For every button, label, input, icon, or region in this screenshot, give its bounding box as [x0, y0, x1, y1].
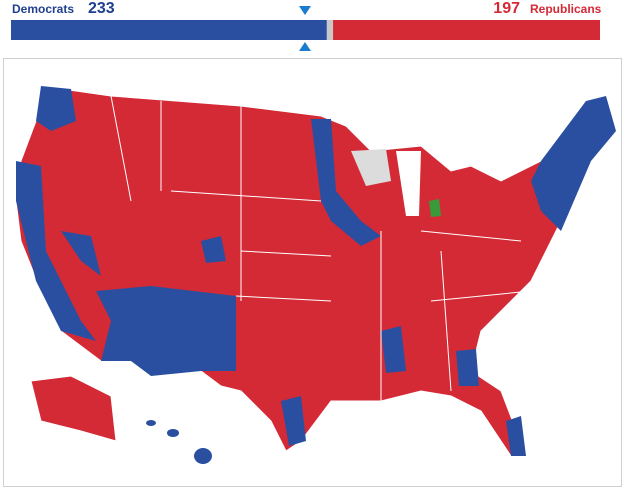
democratic-northeast — [531, 96, 616, 231]
undecided-wisconsin — [351, 149, 391, 186]
state-borders — [110, 95, 532, 401]
lake-michigan — [396, 151, 421, 216]
hawaii-island — [146, 420, 156, 426]
democrats-label: Democrats — [12, 2, 74, 16]
democrats-seats: 233 — [88, 0, 115, 17]
hawaii-island — [167, 429, 179, 437]
majority-marker-top — [299, 6, 311, 15]
democratic-colorado — [201, 236, 226, 263]
majority-marker-bottom — [299, 42, 311, 51]
alaska — [30, 375, 117, 442]
democrats-bar — [11, 20, 327, 40]
republicans-label: Republicans — [530, 2, 602, 16]
democratic-texas — [281, 396, 306, 446]
republicans-seats: 197 — [493, 0, 520, 17]
democratic-southwest — [96, 286, 236, 376]
republicans-bar — [333, 20, 600, 40]
independent-michigan — [429, 199, 441, 217]
democratic-washington — [36, 86, 76, 131]
democratic-west-coast — [16, 161, 96, 341]
seat-bar: Democrats 233 197 Republicans — [11, 0, 602, 51]
us-map — [15, 85, 617, 464]
hawaii-island — [194, 448, 212, 464]
map-frame — [3, 58, 622, 487]
democratic-nevada — [61, 231, 101, 276]
democratic-florida — [506, 416, 526, 456]
democratic-georgia — [456, 349, 479, 386]
democratic-minnesota — [311, 119, 381, 246]
democratic-mississippi — [381, 326, 406, 373]
